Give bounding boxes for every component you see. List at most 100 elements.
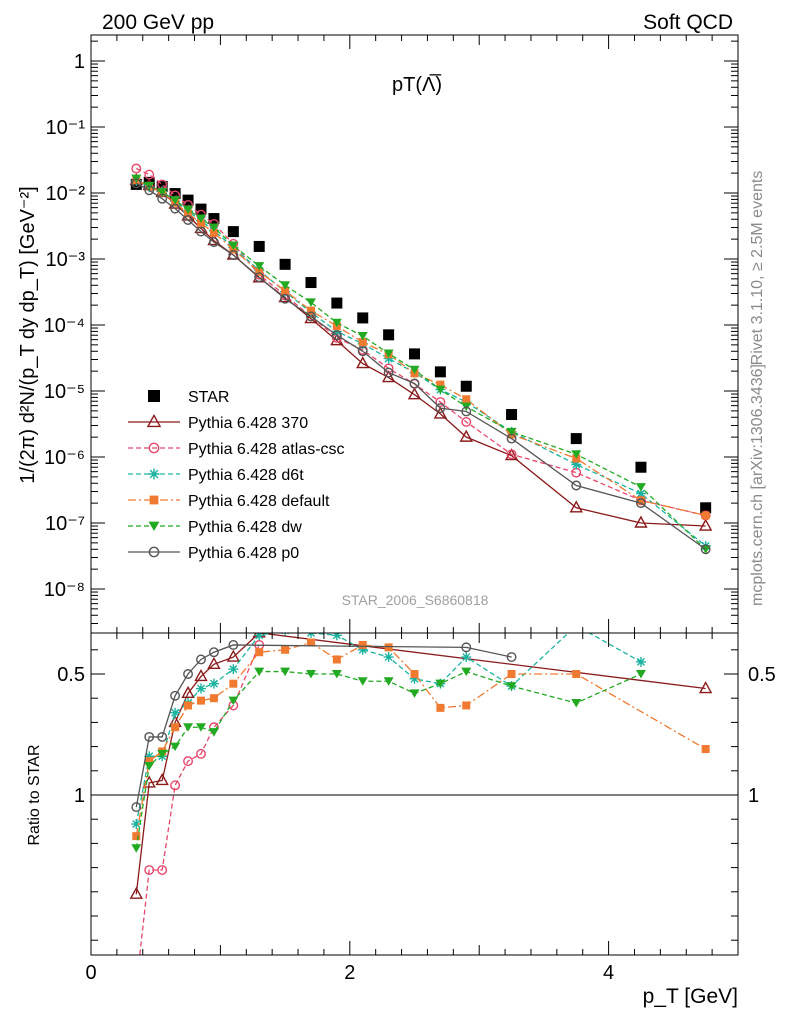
ratio-data-point	[506, 652, 517, 663]
ratio-series-line	[139, 644, 260, 955]
ratio-data-point	[132, 832, 141, 841]
x-tick-label: 0	[85, 962, 96, 984]
legend-label: STAR	[188, 389, 229, 406]
data-point	[306, 311, 316, 322]
ratio-data-point	[209, 694, 218, 703]
ratio-data-point	[409, 673, 420, 684]
data-point	[383, 329, 395, 341]
x-tick-label: 4	[603, 962, 614, 984]
data-point	[462, 395, 471, 404]
data-point	[331, 318, 342, 328]
data-point	[635, 488, 646, 499]
ratio-data-point	[170, 780, 181, 791]
ratio-data-point	[155, 773, 169, 786]
ratio-data-point	[635, 670, 646, 679]
data-point	[208, 237, 219, 248]
data-point	[571, 467, 582, 478]
data-point	[305, 298, 316, 307]
data-point	[227, 226, 239, 238]
data-point	[383, 353, 394, 364]
ratio-data-point	[157, 731, 168, 742]
data-point	[357, 312, 369, 324]
data-point	[281, 286, 290, 295]
analysis-watermark: STAR_2006_S6860818	[342, 592, 489, 608]
ratio-data-point	[131, 802, 142, 813]
ratio-data-point	[196, 696, 205, 705]
data-point	[634, 515, 648, 528]
data-point	[253, 240, 265, 252]
data-point	[195, 203, 207, 215]
data-point	[383, 367, 394, 378]
ratio-y-tick-label: 1	[74, 785, 85, 807]
ratio-series-pythia-6-428-d6t	[131, 633, 646, 830]
ratio-data-point	[331, 670, 342, 679]
data-point	[461, 406, 472, 417]
ratio-y-tick-label-right: 1	[748, 785, 759, 807]
ratio-data-point	[157, 865, 168, 875]
main-y-axis-label: 1/(2π) d²N/(p_T dy dp_T) [GeV⁻²]	[17, 186, 39, 483]
data-point	[131, 163, 142, 174]
data-point	[506, 449, 517, 460]
ratio-data-point	[144, 751, 155, 762]
data-point	[170, 196, 181, 205]
x-tick-label: 2	[344, 962, 355, 984]
ratio-data-point	[129, 886, 143, 899]
data-point	[196, 219, 205, 228]
ratio-data-point	[635, 656, 646, 667]
data-point	[460, 380, 472, 392]
ratio-data-point	[132, 982, 141, 991]
data-point	[435, 397, 446, 408]
data-point	[280, 293, 291, 304]
legend-item-pythia-6-428-d6t: Pythia 6.428 d6t	[128, 467, 304, 484]
ratio-data-point	[357, 677, 368, 686]
legend-label: Pythia 6.428 default	[188, 493, 330, 510]
main-x-ticks	[90, 35, 739, 633]
ratio-y-ticks: 0.50.51122	[57, 649, 776, 941]
legend-marker	[148, 468, 160, 480]
ratio-data-point	[195, 683, 206, 694]
ratio-data-point	[144, 761, 155, 771]
ratio-data-point	[305, 670, 316, 679]
legend-label: Pythia 6.428 d6t	[188, 467, 304, 484]
legend-item-pythia-6-428-370: Pythia 6.428 370	[128, 413, 308, 432]
rivet-label: Rivet 3.1.10, ≥ 2.5M events	[749, 171, 766, 366]
main-y-tick-label: 10⁻¹	[46, 117, 86, 139]
ratio-data-point	[383, 677, 394, 686]
ratio-data-point	[145, 757, 154, 766]
data-point	[636, 496, 645, 505]
legend: STAR Pythia 6.428 370 Pythia 6.428 atlas-c…	[128, 389, 345, 562]
ratio-series-line	[135, 633, 706, 895]
legend-label: Pythia 6.428 dw	[188, 519, 302, 536]
data-point	[280, 281, 291, 290]
data-point	[228, 250, 239, 260]
ratio-series-pythia-6-428-370	[129, 633, 713, 899]
data-point	[409, 365, 420, 375]
data-point	[208, 213, 220, 225]
ratio-data-point	[208, 647, 219, 658]
main-data-layer	[129, 163, 713, 555]
data-point	[255, 267, 264, 276]
ratio-data-point	[435, 679, 446, 689]
data-point	[169, 188, 181, 200]
legend-marker	[148, 546, 160, 558]
ratio-data-point	[701, 745, 710, 754]
ratio-data-point	[506, 682, 517, 691]
ratio-frame	[90, 632, 739, 956]
data-point	[570, 433, 582, 445]
main-y-tick-label: 10⁻³	[46, 249, 86, 271]
data-point	[183, 215, 194, 225]
legend-marker	[146, 413, 162, 428]
data-point	[196, 226, 206, 237]
legend-marker	[148, 521, 160, 531]
series-line	[135, 182, 707, 550]
ratio-data-point	[196, 654, 206, 665]
header-left: 200 GeV pp	[102, 11, 214, 34]
ratio-data-point	[181, 685, 195, 699]
ratio-data-point	[131, 844, 142, 853]
ratio-data-point	[698, 681, 713, 694]
data-point	[331, 330, 342, 341]
main-title: pT(Λ̅)	[392, 73, 442, 96]
ratio-data-point	[207, 656, 221, 670]
data-point	[170, 203, 181, 214]
ratio-data-point	[183, 756, 194, 767]
